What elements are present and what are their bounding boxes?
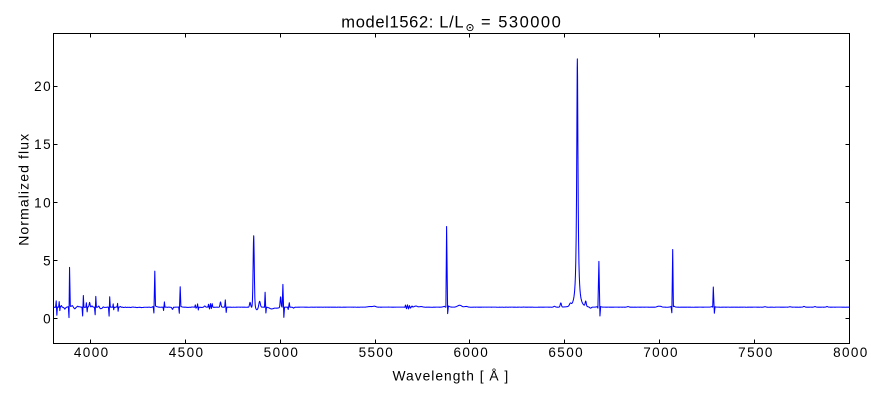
svg-text:6500: 6500 [548,345,584,360]
svg-text:4000: 4000 [74,345,110,360]
svg-text:6000: 6000 [453,345,489,360]
svg-text:5: 5 [43,254,52,269]
svg-text:7500: 7500 [738,345,774,360]
svg-text:8000: 8000 [833,345,869,360]
svg-text:7000: 7000 [643,345,679,360]
svg-text:= 530000: = 530000 [481,14,562,32]
svg-text:model1562: L/L: model1562: L/L [341,14,464,32]
svg-text:0: 0 [43,312,52,327]
svg-text:Wavelength [ Å ]: Wavelength [ Å ] [393,367,510,383]
svg-text:Normalized flux: Normalized flux [16,133,32,246]
svg-text:4500: 4500 [169,345,205,360]
svg-text:15: 15 [34,137,52,152]
svg-text:20: 20 [34,79,52,94]
svg-text:5500: 5500 [359,345,395,360]
svg-text:5000: 5000 [264,345,300,360]
svg-text:10: 10 [34,195,52,210]
